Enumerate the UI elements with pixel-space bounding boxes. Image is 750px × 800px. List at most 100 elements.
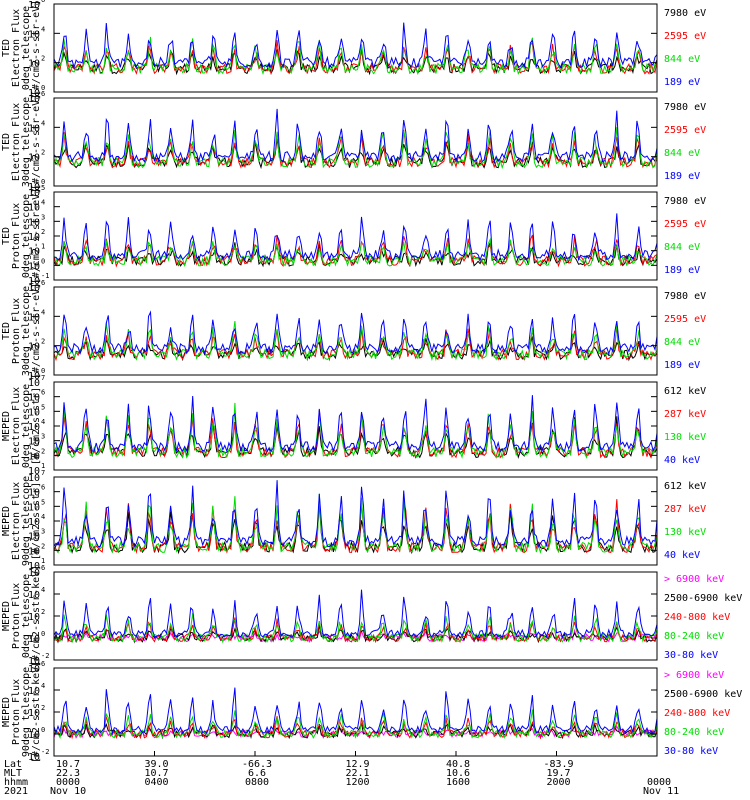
- y-tick-label: 10: [28, 752, 40, 763]
- y-tick-exponent: 4: [41, 199, 45, 207]
- panel-frame: [53, 3, 658, 93]
- y-axis-label-line: 90deg telescope: [21, 667, 32, 757]
- lat-value: 39.0: [144, 759, 168, 770]
- legend-entry: 40 keV: [664, 550, 700, 561]
- y-tick-exponent: -1: [41, 272, 49, 280]
- y-tick-exponent: 6: [41, 0, 45, 4]
- legend-entry: 2500-6900 keV: [664, 689, 742, 700]
- y-axis-label-line: 0deg telescope: [21, 194, 32, 278]
- y-tick-exponent: 0: [41, 726, 45, 734]
- legend-entry: 7980 eV: [664, 196, 706, 207]
- y-axis-label-line: MEPED: [1, 601, 12, 631]
- y-tick-label: 10: [28, 276, 40, 287]
- y-tick-label: 10: [28, 568, 40, 579]
- lat-value: 40.8: [446, 759, 470, 770]
- y-tick-label: 10: [28, 188, 40, 199]
- series-p4-3: [54, 310, 657, 356]
- y-axis-label-line: TED: [1, 133, 12, 151]
- y-tick-exponent: 5: [41, 498, 45, 506]
- legend-entry: 2595 eV: [664, 219, 706, 230]
- y-tick-exponent: 3: [41, 213, 45, 221]
- legend-entry: 189 eV: [664, 77, 700, 88]
- y-tick-label: 10: [28, 94, 40, 105]
- legend-entry: 844 eV: [664, 337, 700, 348]
- y-axis-label-line: Electron Flux: [11, 482, 22, 560]
- x-row-label: hhmm: [4, 777, 28, 788]
- y-tick-label: 10: [28, 437, 40, 448]
- legend-entry: 189 eV: [664, 171, 700, 182]
- y-tick-label: 10: [28, 488, 40, 499]
- hhmm-value: 0000: [56, 777, 80, 788]
- panel-frame: [53, 571, 658, 661]
- y-tick-label: 10: [28, 590, 40, 601]
- series-p8-3: [54, 709, 657, 740]
- panel-frame: [53, 667, 658, 757]
- legend-entry: 287 keV: [664, 504, 706, 515]
- y-tick-label: 10: [28, 88, 40, 99]
- hhmm-value: 0800: [245, 777, 269, 788]
- y-tick-exponent: 2: [41, 338, 45, 346]
- mlt-value: 19.7: [546, 768, 570, 779]
- panel-frame: [53, 191, 658, 281]
- mlt-value: 22.3: [56, 768, 80, 779]
- x-row-label: 2021: [4, 786, 28, 797]
- y-tick-exponent: 6: [41, 389, 45, 397]
- y-tick-label: 10: [28, 378, 40, 389]
- series-p3-1: [54, 234, 657, 268]
- legend-entry: > 6900 keV: [664, 574, 724, 585]
- y-axis-label-line: [#/cm2-s-str]: [31, 482, 42, 560]
- lat-value: 10.7: [56, 759, 80, 770]
- y-tick-label: 10: [28, 546, 40, 557]
- legend-entry: 844 eV: [664, 148, 700, 159]
- date-start: Nov 10: [50, 786, 86, 797]
- legend-entry: 80-240 keV: [664, 727, 724, 738]
- series-p3-3: [54, 213, 657, 262]
- series-p1-2: [54, 36, 657, 76]
- y-tick-label: 10: [28, 422, 40, 433]
- y-tick-label: 10: [28, 283, 40, 294]
- y-tick-exponent: 5: [41, 403, 45, 411]
- y-tick-exponent: 2: [41, 228, 45, 236]
- y-tick-label: 10: [28, 517, 40, 528]
- y-axis-label-line: 0deg telescope: [21, 6, 32, 90]
- x-row-label: MLT: [4, 768, 22, 779]
- y-tick-label: 10: [28, 342, 40, 353]
- legend-entry: 844 eV: [664, 54, 700, 65]
- y-axis-label-line: [#/cm2-s-str-eV]: [31, 0, 42, 96]
- y-tick-exponent: 1: [41, 557, 45, 565]
- y-axis-label-line: 0deg telescope: [21, 384, 32, 468]
- legend-entry: 7980 eV: [664, 8, 706, 19]
- legend-entry: 844 eV: [664, 242, 700, 253]
- series-p2-1: [54, 129, 657, 169]
- series-p4-1: [54, 326, 657, 362]
- y-axis-label-line: [#/cm2-s-str-keV]: [31, 661, 42, 763]
- y-tick-label: 10: [28, 203, 40, 214]
- y-axis-label-line: 30deg telescope: [21, 97, 32, 187]
- y-axis-label-line: TED: [1, 227, 12, 245]
- hhmm-value: 2000: [546, 777, 570, 788]
- y-axis-label-line: Proton Flux: [11, 298, 22, 364]
- y-axis-label-line: Proton Flux: [11, 203, 22, 269]
- series-p8-1: [54, 721, 657, 740]
- y-tick-exponent: 4: [41, 586, 45, 594]
- y-tick-exponent: 5: [41, 184, 45, 192]
- y-tick-exponent: -2: [41, 748, 49, 756]
- legend-entry: 7980 eV: [664, 102, 706, 113]
- series-p2-3: [54, 108, 657, 164]
- y-axis-label-line: 90deg telescope: [21, 476, 32, 566]
- y-axis-label-line: [#/cm2-s-str-eV]: [31, 283, 42, 379]
- y-tick-label: 10: [28, 634, 40, 645]
- hhmm-value: 0400: [144, 777, 168, 788]
- y-tick-exponent: 0: [41, 367, 45, 375]
- hhmm-value: 1200: [345, 777, 369, 788]
- y-tick-label: 10: [28, 686, 40, 697]
- lat-value: -83.9: [543, 759, 573, 770]
- y-tick-label: 10: [28, 393, 40, 404]
- legend-entry: 130 keV: [664, 527, 706, 538]
- y-tick-label: 10: [28, 371, 40, 382]
- y-tick-exponent: 7: [41, 374, 45, 382]
